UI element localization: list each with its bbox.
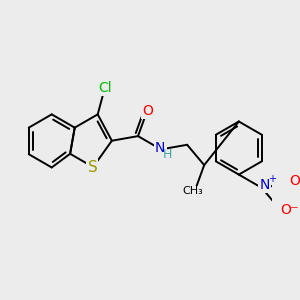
Text: Cl: Cl (98, 81, 111, 95)
Text: O: O (290, 174, 300, 188)
Text: O: O (142, 104, 153, 118)
Text: O: O (280, 202, 291, 217)
Text: N: N (155, 141, 166, 155)
Text: CH₃: CH₃ (182, 186, 203, 197)
Text: N: N (260, 178, 270, 192)
Text: S: S (88, 160, 97, 175)
Text: ⁻: ⁻ (290, 202, 298, 220)
Text: +: + (268, 175, 276, 184)
Text: H: H (163, 148, 172, 161)
